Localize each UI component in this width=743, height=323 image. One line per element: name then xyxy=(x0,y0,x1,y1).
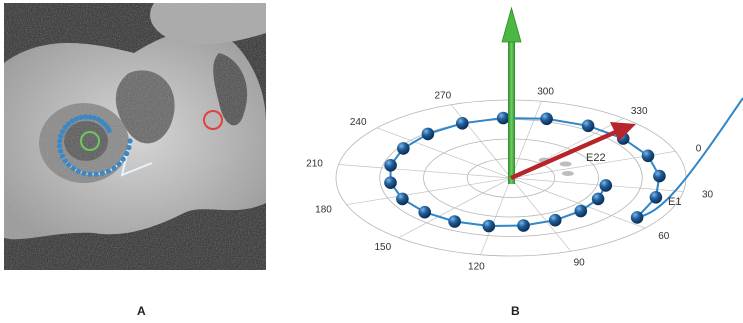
grid-spoke xyxy=(450,104,512,179)
electrode-contact xyxy=(548,213,562,227)
electrode-array-curve xyxy=(389,116,661,228)
electrode-shadow xyxy=(559,161,572,167)
panel-label-a: A xyxy=(137,304,146,318)
electrode-dot xyxy=(69,118,75,124)
electrode-dot xyxy=(124,151,130,157)
grid-spoke xyxy=(376,127,512,179)
angle-labels: 0 30 60 90 120 150 180 210 240 270 300 330 xyxy=(306,86,713,272)
electrode-dot xyxy=(70,165,76,172)
angle-label: 330 xyxy=(631,106,648,117)
angle-label: 300 xyxy=(537,86,554,97)
direction-arrow xyxy=(510,122,636,181)
reference-marker xyxy=(203,110,223,130)
electrode-contact xyxy=(591,192,605,206)
electrode-dot xyxy=(62,124,68,130)
modiolus-center-marker xyxy=(80,131,100,151)
grid-spoke xyxy=(510,101,542,179)
electrode-contact xyxy=(397,142,410,155)
electrode-dot xyxy=(60,128,66,135)
angle-label: 90 xyxy=(574,258,586,269)
electrode-dot xyxy=(105,168,111,174)
electrode-contact xyxy=(418,205,431,219)
angle-label: 240 xyxy=(350,117,367,128)
electrode-dot xyxy=(91,115,97,121)
angle-label: 60 xyxy=(658,231,670,242)
electrode-contact xyxy=(641,149,655,163)
electrode-dot xyxy=(111,165,117,171)
grid-spoke xyxy=(398,177,512,239)
electrode-dot xyxy=(57,138,63,144)
grid-spoke xyxy=(510,177,646,229)
electrode-contact xyxy=(421,127,435,141)
electrode-dot xyxy=(73,116,80,122)
electrode-dot xyxy=(78,114,84,121)
electrode-contact xyxy=(574,204,588,218)
electrode-contact xyxy=(496,111,510,125)
electrode-contact xyxy=(517,219,530,232)
electrode-contacts xyxy=(384,111,666,233)
electrode-contact xyxy=(384,176,397,189)
electrode-dot xyxy=(126,144,132,151)
vertical-axis-arrow xyxy=(501,6,522,184)
polar-electrode-plot: 0 30 60 90 120 150 180 210 240 270 300 330 E22 E1 xyxy=(306,6,743,273)
electrode-dot xyxy=(87,114,93,120)
electrode-dot xyxy=(82,114,89,120)
angle-label: 210 xyxy=(306,159,323,170)
electrode-label-first: E1 xyxy=(668,196,681,208)
grid-spoke xyxy=(510,177,572,252)
electrode-contact xyxy=(384,159,397,172)
electrode-dot xyxy=(59,153,65,159)
electrode-dot xyxy=(127,138,133,144)
panel-label-b: B xyxy=(511,304,520,318)
grid-spoke xyxy=(480,177,512,255)
electrode-contact xyxy=(581,119,595,133)
angle-label: 180 xyxy=(315,204,332,215)
electrode-dot xyxy=(99,170,105,176)
electrode-dot xyxy=(81,170,87,176)
electrode-contact xyxy=(396,192,409,206)
angle-label: 270 xyxy=(434,90,451,101)
electrode-lead-wire xyxy=(636,97,743,219)
ct-image-panel xyxy=(4,3,266,270)
electrode-contact xyxy=(653,169,666,183)
electrode-contact xyxy=(448,215,461,228)
electrode-dot xyxy=(66,121,72,127)
electrode-dot xyxy=(58,148,64,154)
electrode-dot xyxy=(66,162,72,168)
electrode-contact xyxy=(630,211,644,224)
angle-label: 0 xyxy=(696,144,702,155)
electrode-dot xyxy=(95,116,101,122)
electrode-dot xyxy=(116,161,122,167)
electrode-dot xyxy=(57,143,63,149)
electrode-contact xyxy=(649,191,663,204)
electrode-dot xyxy=(93,171,99,177)
electrode-contact xyxy=(482,219,496,233)
electrode-dot xyxy=(58,133,64,139)
electrode-contact xyxy=(456,117,469,130)
electrode-shadow xyxy=(561,171,574,176)
electrode-label-last: E22 xyxy=(586,152,606,164)
angle-label: 150 xyxy=(374,242,391,253)
electrode-contact xyxy=(540,112,553,126)
grid-spoke xyxy=(510,177,684,192)
electrode-dot xyxy=(120,156,126,162)
electrode-dot xyxy=(62,158,68,164)
noise-overlay xyxy=(4,3,266,270)
electrode-dot xyxy=(87,171,93,177)
electrode-contact xyxy=(599,179,613,192)
angle-label: 30 xyxy=(702,189,714,200)
grid-spoke xyxy=(338,164,512,179)
angle-label: 120 xyxy=(468,262,485,273)
grid-spoke xyxy=(346,177,512,206)
electrode-array-overlay xyxy=(57,114,153,177)
electrode-dot xyxy=(75,168,81,174)
